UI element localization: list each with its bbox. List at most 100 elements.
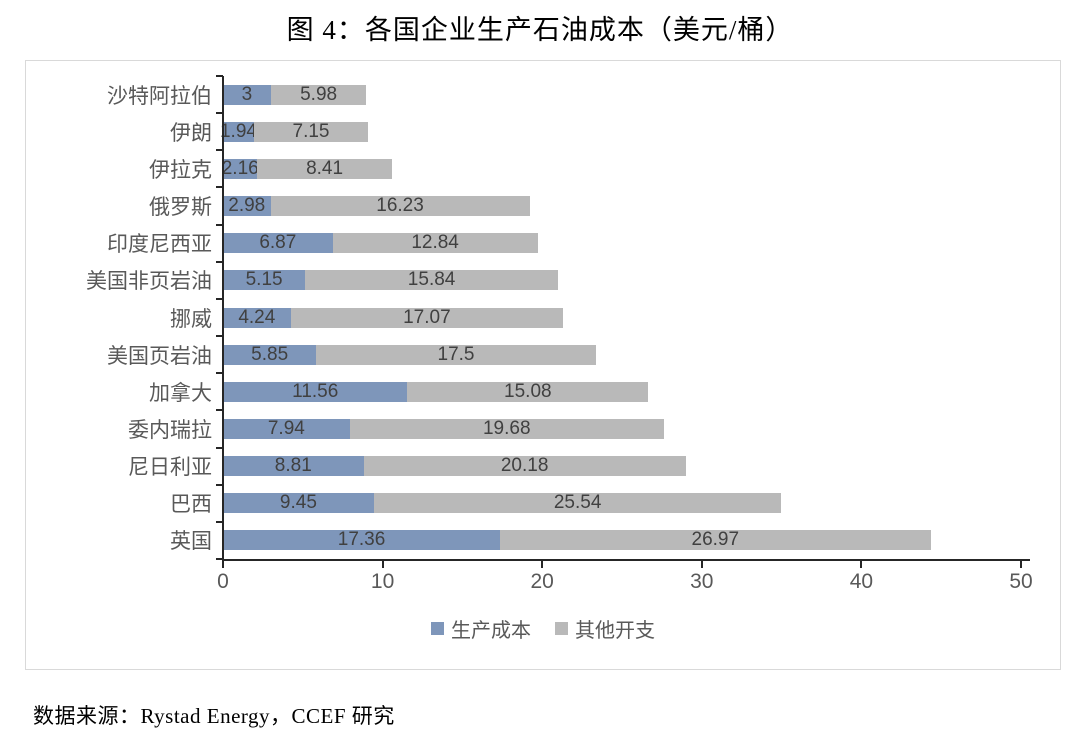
x-tick-label: 10 xyxy=(370,570,395,593)
chart-title: 图 4：各国企业生产石油成本（美元/桶） xyxy=(286,15,794,45)
segment-other-expenses: 15.84 xyxy=(305,269,558,291)
legend-label: 生产成本 xyxy=(451,620,531,642)
y-axis-line xyxy=(222,76,224,560)
bar-rows: 沙特阿拉伯 3 5.98 伊朗 1.94 7.15 伊拉克 2.16 8.41 俄罗斯 2.98 16… xyxy=(26,76,1060,559)
bar-row: 伊朗 1.94 7.15 xyxy=(26,113,1060,150)
segment-production-cost: 17.36 xyxy=(223,529,501,551)
value-label: 6.87 xyxy=(259,232,297,254)
value-label: 3 xyxy=(241,83,253,105)
segment-production-cost: 11.56 xyxy=(223,380,408,402)
chart-area: 沙特阿拉伯 3 5.98 伊朗 1.94 7.15 伊拉克 2.16 8.41 俄罗斯 2.98 16… xyxy=(25,60,1061,670)
value-label: 16.23 xyxy=(376,195,424,217)
category-label: 挪威 xyxy=(170,307,212,331)
y-tick xyxy=(216,297,223,300)
legend-swatch xyxy=(431,622,444,635)
value-label: 7.94 xyxy=(267,417,305,439)
x-tick xyxy=(381,561,384,568)
value-label: 15.84 xyxy=(407,269,456,291)
stacked-bar: 17.36 26.97 xyxy=(223,529,931,551)
value-label: 2.16 xyxy=(221,157,259,179)
stacked-bar: 4.24 17.07 xyxy=(223,306,564,328)
bar-row: 俄罗斯 2.98 16.23 xyxy=(26,187,1060,224)
x-tick-label: 0 xyxy=(217,570,229,593)
category-label: 印度尼西亚 xyxy=(107,233,212,257)
y-tick xyxy=(216,112,223,115)
y-tick xyxy=(216,260,223,263)
bar-row: 美国非页岩油 5.15 15.84 xyxy=(26,262,1060,299)
y-tick xyxy=(216,186,223,189)
segment-production-cost: 3 xyxy=(223,83,271,105)
value-label: 9.45 xyxy=(279,492,317,514)
x-tick xyxy=(222,561,224,568)
stacked-bar: 9.45 25.54 xyxy=(223,492,782,514)
x-tick xyxy=(860,561,863,568)
category-label: 伊拉克 xyxy=(149,158,212,182)
category-label: 英国 xyxy=(170,530,212,554)
y-tick xyxy=(216,446,223,449)
value-label: 5.98 xyxy=(300,83,338,105)
segment-other-expenses: 19.68 xyxy=(349,417,664,439)
stacked-bar: 3 5.98 xyxy=(223,83,367,105)
value-label: 2.98 xyxy=(228,195,266,217)
legend-label: 其他开支 xyxy=(575,620,655,642)
segment-production-cost: 5.15 xyxy=(223,269,306,291)
segment-production-cost: 5.85 xyxy=(223,343,317,365)
x-tick-label: 20 xyxy=(530,570,554,593)
segment-other-expenses: 16.23 xyxy=(270,195,530,217)
stacked-bar: 8.81 20.18 xyxy=(223,455,686,477)
value-label: 8.41 xyxy=(306,157,344,179)
segment-other-expenses: 25.54 xyxy=(373,492,782,514)
value-label: 4.24 xyxy=(238,306,276,328)
value-label: 19.68 xyxy=(482,417,531,439)
stacked-bar: 7.94 19.68 xyxy=(223,417,664,439)
y-tick xyxy=(216,483,223,486)
stacked-bar: 2.98 16.23 xyxy=(223,195,530,217)
x-tick xyxy=(541,561,544,568)
segment-other-expenses: 15.08 xyxy=(407,380,649,402)
legend-item: 生产成本 xyxy=(431,614,531,643)
value-label: 17.36 xyxy=(337,529,386,551)
stacked-bar: 5.85 17.5 xyxy=(223,343,596,365)
bar-row: 加拿大 11.56 15.08 xyxy=(26,373,1060,410)
bar-row: 沙特阿拉伯 3 5.98 xyxy=(26,76,1060,113)
segment-other-expenses: 7.15 xyxy=(253,120,369,142)
legend-swatch xyxy=(555,622,568,635)
segment-production-cost: 4.24 xyxy=(223,306,291,328)
legend: 生产成本 其他开支 xyxy=(26,614,1060,643)
y-tick xyxy=(216,223,223,226)
value-label: 11.56 xyxy=(292,380,339,402)
stacked-bar: 2.16 8.41 xyxy=(221,157,392,179)
value-label: 7.15 xyxy=(292,120,330,142)
category-label: 俄罗斯 xyxy=(149,196,212,220)
segment-other-expenses: 17.5 xyxy=(316,344,596,365)
value-label: 15.08 xyxy=(504,380,552,402)
x-tick xyxy=(700,561,703,568)
y-tick xyxy=(216,75,223,77)
value-label: 5.85 xyxy=(251,343,289,365)
segment-other-expenses: 20.18 xyxy=(363,455,686,477)
bar-row: 委内瑞拉 7.94 19.68 xyxy=(26,410,1060,447)
segment-production-cost: 7.94 xyxy=(223,417,350,439)
category-label: 委内瑞拉 xyxy=(128,418,212,442)
x-tick-label: 50 xyxy=(1009,570,1033,593)
segment-other-expenses: 26.97 xyxy=(500,529,931,551)
value-label: 8.81 xyxy=(274,455,312,477)
x-tick-label: 40 xyxy=(849,570,874,593)
category-label: 美国页岩油 xyxy=(107,344,212,368)
value-label: 5.15 xyxy=(245,269,283,291)
value-label: 25.54 xyxy=(553,492,602,514)
y-tick xyxy=(216,372,223,375)
stacked-bar: 5.15 15.84 xyxy=(223,269,558,291)
y-tick xyxy=(216,558,223,560)
stacked-bar: 11.56 15.08 xyxy=(223,380,649,402)
category-label: 美国非页岩油 xyxy=(86,270,212,294)
bar-row: 印度尼西亚 6.87 12.84 xyxy=(26,225,1060,262)
legend-item: 其他开支 xyxy=(555,614,655,643)
bar-row: 尼日利亚 8.81 20.18 xyxy=(26,448,1060,485)
segment-other-expenses: 5.98 xyxy=(270,83,367,105)
stacked-bar: 1.94 7.15 xyxy=(220,120,369,142)
category-label: 尼日利亚 xyxy=(128,456,212,480)
segment-other-expenses: 17.07 xyxy=(290,307,564,328)
segment-other-expenses: 12.84 xyxy=(332,232,538,254)
